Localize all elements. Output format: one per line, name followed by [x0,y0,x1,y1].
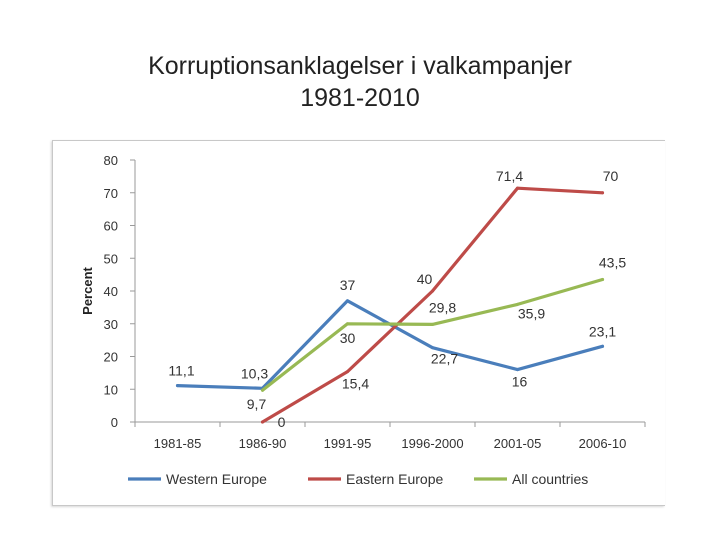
data-label: 35,9 [518,305,545,321]
data-label: 23,1 [589,323,616,339]
x-tick-label: 1981-85 [154,436,202,451]
data-label: 15,4 [342,376,369,392]
legend-label: Eastern Europe [346,471,443,487]
data-point [601,344,604,348]
data-point [431,289,434,293]
data-point [346,370,349,374]
data-point [176,384,179,388]
data-label: 37 [340,277,356,293]
data-label: 71,4 [496,168,523,184]
y-tick-label: 70 [104,186,118,201]
data-point [261,388,264,392]
data-point [601,278,604,282]
data-point [431,346,434,350]
y-tick-label: 20 [104,350,118,365]
x-tick-label: 1991-95 [324,436,372,451]
data-label: 70 [603,168,619,184]
data-point [346,299,349,303]
y-tick-label: 40 [104,284,118,299]
legend-label: Western Europe [166,471,267,487]
data-point [346,322,349,326]
x-tick-label: 1986-90 [239,436,287,451]
y-tick-label: 80 [104,153,118,168]
y-tick-label: 0 [111,415,118,430]
data-point [261,420,264,424]
data-label: 16 [512,374,528,390]
slide-title: Korruptionsanklagelser i valkampanjer 19… [0,50,720,114]
title-line-1: Korruptionsanklagelser i valkampanjer [148,52,572,80]
data-label: 10,3 [241,365,268,381]
data-point [431,322,434,326]
x-tick-label: 1996-2000 [401,436,463,451]
data-label: 0 [278,414,286,430]
data-label: 11,1 [168,363,194,379]
y-tick-label: 50 [104,251,118,266]
data-label: 43,5 [599,255,626,271]
x-tick-label: 2006-10 [579,436,627,451]
data-label: 29,8 [429,299,456,315]
legend-label: All countries [512,471,588,487]
data-point [516,368,519,372]
x-tick-label: 2001-05 [494,436,542,451]
data-point [601,191,604,195]
y-axis-label: Percent [80,266,95,314]
title-line-2: 1981-2010 [300,84,420,112]
y-tick-label: 30 [104,317,118,332]
data-point [516,302,519,306]
data-label: 40 [417,271,433,287]
data-point [516,186,519,190]
data-label: 9,7 [247,396,267,412]
y-tick-label: 10 [104,382,118,397]
data-label: 30 [340,330,356,346]
data-label: 22,7 [431,351,458,367]
y-tick-label: 60 [104,219,118,234]
